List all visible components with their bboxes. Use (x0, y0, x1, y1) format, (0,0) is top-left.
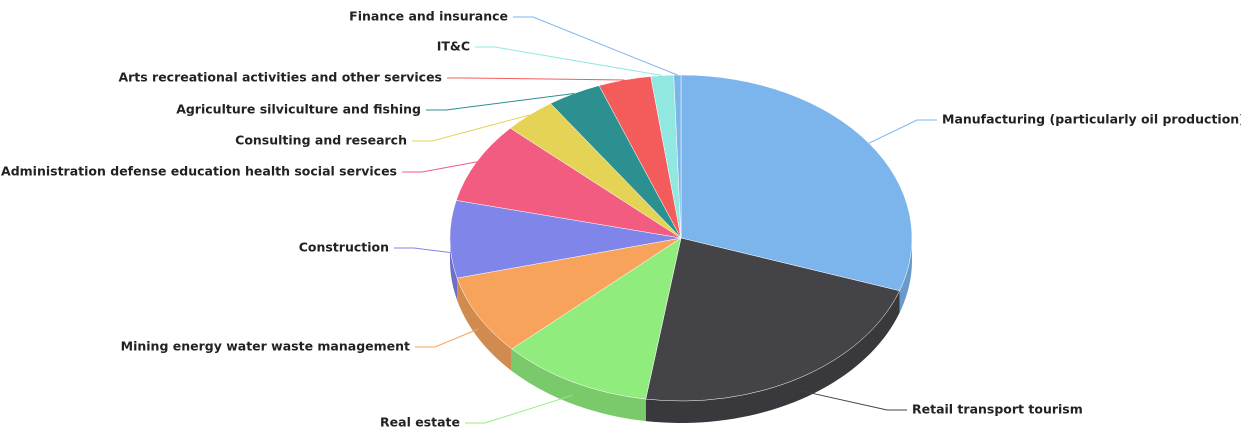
connector (394, 247, 451, 253)
slice (511, 237, 682, 400)
data-label: Real estate (380, 415, 460, 430)
slice-side (645, 290, 900, 423)
slice (680, 74, 913, 292)
slice-side (511, 348, 646, 422)
connector (475, 46, 663, 77)
connector (513, 16, 678, 76)
connector (447, 77, 625, 81)
connector (868, 119, 937, 144)
data-label: IT&C (437, 39, 470, 54)
data-label: Arts recreational activities and other s… (118, 70, 442, 85)
slice (456, 237, 682, 350)
connector (402, 161, 477, 173)
slice (449, 200, 682, 279)
data-label: Construction (299, 240, 389, 255)
data-label: Manufacturing (particularly oil producti… (942, 112, 1241, 127)
data-label: Agriculture silviculture and fishing (176, 102, 421, 117)
data-label: Retail transport tourism (912, 402, 1083, 417)
slice (645, 237, 900, 402)
connector (415, 328, 479, 348)
slice-side (899, 238, 912, 313)
data-label: Consulting and research (235, 133, 407, 148)
data-label: Mining energy water waste management (121, 339, 410, 354)
connector (465, 394, 573, 424)
data-label: Administration defense education health … (1, 164, 397, 179)
connector (800, 390, 907, 411)
connector (412, 114, 530, 142)
data-label: Finance and insurance (349, 9, 508, 24)
connector (426, 93, 575, 111)
slice-side (450, 238, 458, 301)
slice-side (457, 278, 512, 371)
